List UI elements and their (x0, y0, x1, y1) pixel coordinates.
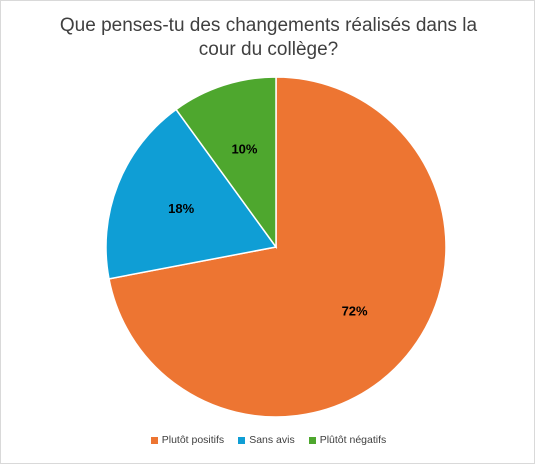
legend-label-positifs: Plutôt positifs (161, 434, 225, 446)
legend-item-sans-avis: Sans avis (238, 434, 295, 446)
chart-title: Que penses-tu des changements réalisés d… (59, 15, 478, 60)
legend-label-sans-avis: Sans avis (249, 434, 295, 446)
data-label-positifs: 72% (342, 303, 368, 318)
pie-slice-negatifs (175, 76, 277, 250)
data-label-sans-avis: 18% (168, 201, 194, 216)
pie-slice-sans-avis (105, 108, 278, 280)
chart-legend: Plutôt positifs Sans avis Plûtôt négatif… (0, 434, 537, 446)
legend-item-positifs: Plutôt positifs (150, 434, 225, 446)
legend-swatch-negatifs (308, 436, 316, 444)
legend-swatch-positifs (150, 436, 158, 444)
legend-swatch-sans-avis (238, 436, 246, 444)
legend-label-negatifs: Plûtôt négatifs (319, 434, 387, 446)
data-label-negatifs: 10% (231, 141, 257, 156)
pie-slice-positifs (108, 76, 447, 418)
legend-item-negatifs: Plûtôt négatifs (308, 434, 387, 446)
